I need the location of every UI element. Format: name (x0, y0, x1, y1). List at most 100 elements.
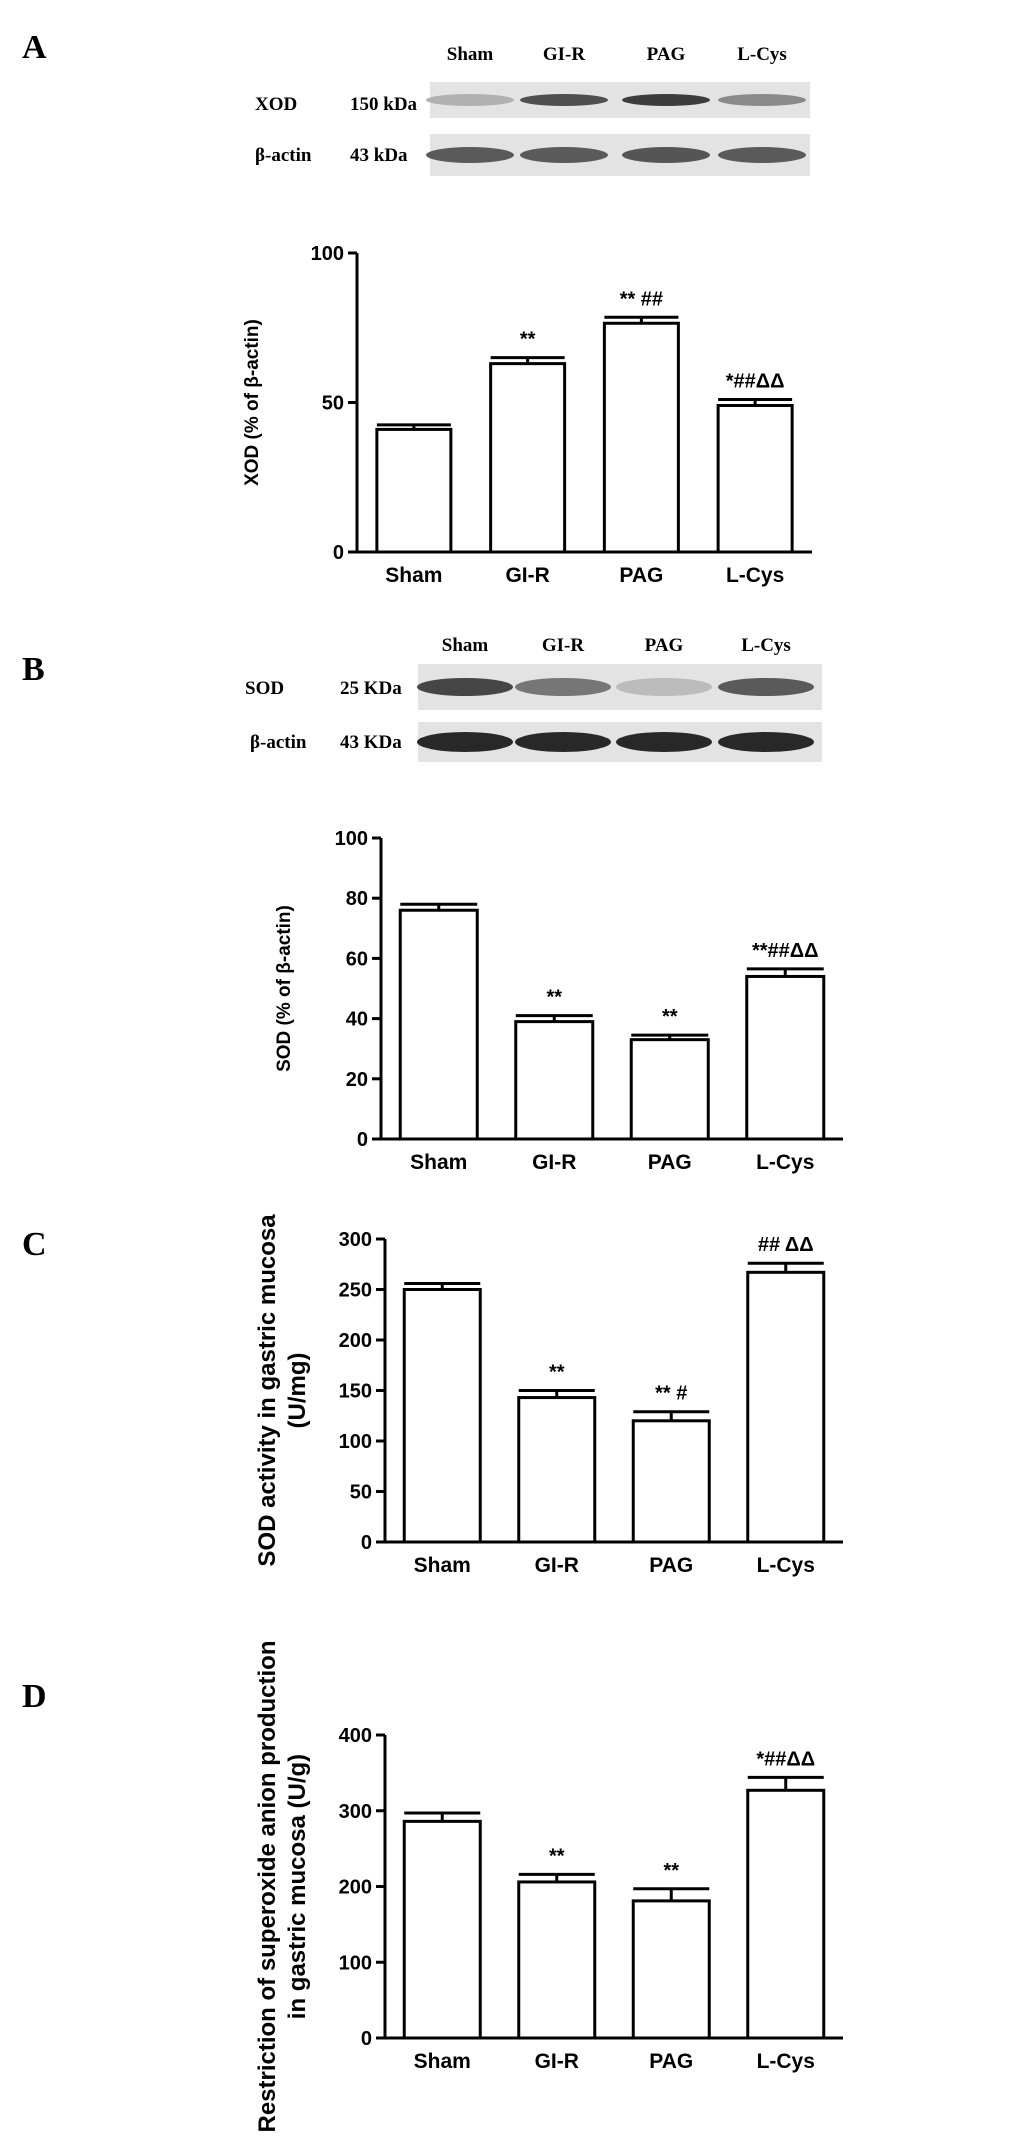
bar-chart-c: 0 50 100 150 200 250 300 Sham GI-R ** PAG ** # L-Cys… (254, 1214, 843, 1577)
significance-mark: ** # (655, 1383, 687, 1405)
significance-mark: ** (549, 1362, 565, 1384)
bar (402, 1819, 482, 2040)
blot-row-name-actin-b: β-actin (250, 732, 307, 753)
significance-mark: ** (520, 329, 536, 351)
x-tick-label: L-Cys (757, 2050, 815, 2073)
significance-mark: ** (549, 1845, 565, 1867)
y-tick-label: 20 (346, 1069, 368, 1091)
blot-band (718, 732, 814, 752)
y-tick-label: 0 (357, 1129, 368, 1151)
y-tick-label: 250 (339, 1280, 372, 1302)
blot-band (616, 732, 712, 752)
lane-label-sham: Sham (447, 44, 494, 65)
bar (746, 1270, 826, 1544)
lane-label-gi-r: GI-R (543, 44, 586, 65)
blot-band (417, 678, 513, 696)
y-tick-label: 200 (339, 1330, 372, 1352)
lane-label-gi-r: GI-R (542, 635, 585, 656)
x-tick-label: L-Cys (756, 1151, 814, 1174)
blot-row-size-actin-a: 43 kDa (350, 145, 408, 166)
blot-row-name-sod: SOD (245, 678, 284, 699)
lane-label-l-cys: L-Cys (737, 44, 787, 65)
bar-chart-d: 0 100 200 300 400 Sham GI-R ** PAG ** L-Cys *##ΔΔ Re… (254, 1640, 843, 2133)
western-blot-b: Sham GI-R PAG L-Cys SOD 25 KDa β-actin 4… (245, 635, 822, 762)
blot-band (616, 678, 712, 696)
bar (402, 1288, 482, 1544)
x-tick-label: PAG (649, 1554, 693, 1577)
significance-mark: ** (663, 1860, 679, 1882)
bar (375, 427, 453, 554)
y-tick-label: 0 (361, 1532, 372, 1554)
y-axis-label: SOD (% of β-actin) (274, 905, 295, 1072)
y-tick-label: 100 (339, 1431, 372, 1453)
significance-mark: ** (546, 987, 562, 1009)
lane-label-l-cys: L-Cys (741, 635, 791, 656)
y-tick-label: 60 (346, 948, 368, 970)
significance-mark: ** ## (620, 288, 663, 310)
x-tick-label: L-Cys (726, 564, 784, 587)
blot-band (718, 147, 806, 163)
y-tick-label: 300 (339, 1801, 372, 1823)
panel-letter-a: A (22, 29, 47, 66)
x-tick-label: Sham (410, 1151, 467, 1174)
bar (716, 403, 794, 554)
y-tick-label: 200 (339, 1877, 372, 1899)
bar (514, 1020, 595, 1141)
blot-row-size-actin-b: 43 KDa (340, 732, 402, 753)
x-tick-label: GI-R (532, 1151, 576, 1174)
y-axis-label: SOD activity in gastric mucosa (254, 1214, 281, 1567)
x-tick-label: PAG (649, 2050, 693, 2073)
lane-label-sham: Sham (442, 635, 489, 656)
blot-band (520, 147, 608, 163)
y-tick-label: 100 (339, 1952, 372, 1974)
y-tick-label: 50 (350, 1482, 372, 1504)
bar-chart-b: 0 20 40 60 80 100 Sham GI-R ** PAG ** L-Cys **##ΔΔ SO… (274, 828, 843, 1174)
blot-band (417, 732, 513, 752)
blot-row-name-xod: XOD (255, 94, 297, 115)
significance-mark: *##ΔΔ (756, 1748, 815, 1770)
panel-letter-c: C (22, 1226, 47, 1263)
y-tick-label: 300 (339, 1229, 372, 1251)
lane-label-pag: PAG (647, 44, 686, 65)
y-tick-label: 50 (322, 393, 344, 415)
blot-row-size-xod: 150 kDa (350, 94, 418, 115)
x-tick-label: Sham (385, 564, 442, 587)
y-axis-label: (U/mg) (284, 1353, 311, 1429)
y-tick-label: 0 (333, 542, 344, 564)
y-tick-label: 150 (339, 1381, 372, 1403)
x-tick-label: PAG (648, 1151, 692, 1174)
x-tick-label: GI-R (505, 564, 549, 587)
blot-band (515, 732, 611, 752)
blot-band (622, 147, 710, 163)
blot-band (520, 94, 608, 106)
x-tick-label: Sham (414, 2050, 471, 2073)
significance-mark: ** (662, 1006, 678, 1028)
bar (517, 1396, 597, 1544)
bar (746, 1788, 826, 2040)
x-tick-label: Sham (414, 1554, 471, 1577)
blot-band (515, 678, 611, 696)
bar-chart-a: 0 50 100 Sham GI-R ** PAG ** ## L-Cys *##ΔΔ XOD (%… (242, 243, 812, 587)
blot-row-size-sod: 25 KDa (340, 678, 402, 699)
bar (489, 362, 567, 554)
bar (517, 1880, 597, 2040)
blot-band (426, 94, 514, 106)
blot-band (718, 94, 806, 106)
y-axis-label: XOD (% of β-actin) (242, 319, 263, 486)
x-tick-label: L-Cys (757, 1554, 815, 1577)
x-tick-label: GI-R (535, 2050, 579, 2073)
blot-band (426, 147, 514, 163)
bar (398, 908, 479, 1141)
bar (631, 1419, 711, 1544)
panel-letter-d: D (22, 1678, 47, 1715)
bar (602, 321, 680, 554)
bar (745, 974, 826, 1141)
y-axis-label: Restriction of superoxide anion producti… (254, 1640, 281, 2132)
bar (629, 1038, 710, 1141)
significance-mark: *##ΔΔ (726, 371, 785, 393)
y-tick-label: 80 (346, 888, 368, 910)
y-tick-label: 400 (339, 1725, 372, 1747)
x-tick-label: PAG (619, 564, 663, 587)
y-tick-label: 40 (346, 1009, 368, 1031)
